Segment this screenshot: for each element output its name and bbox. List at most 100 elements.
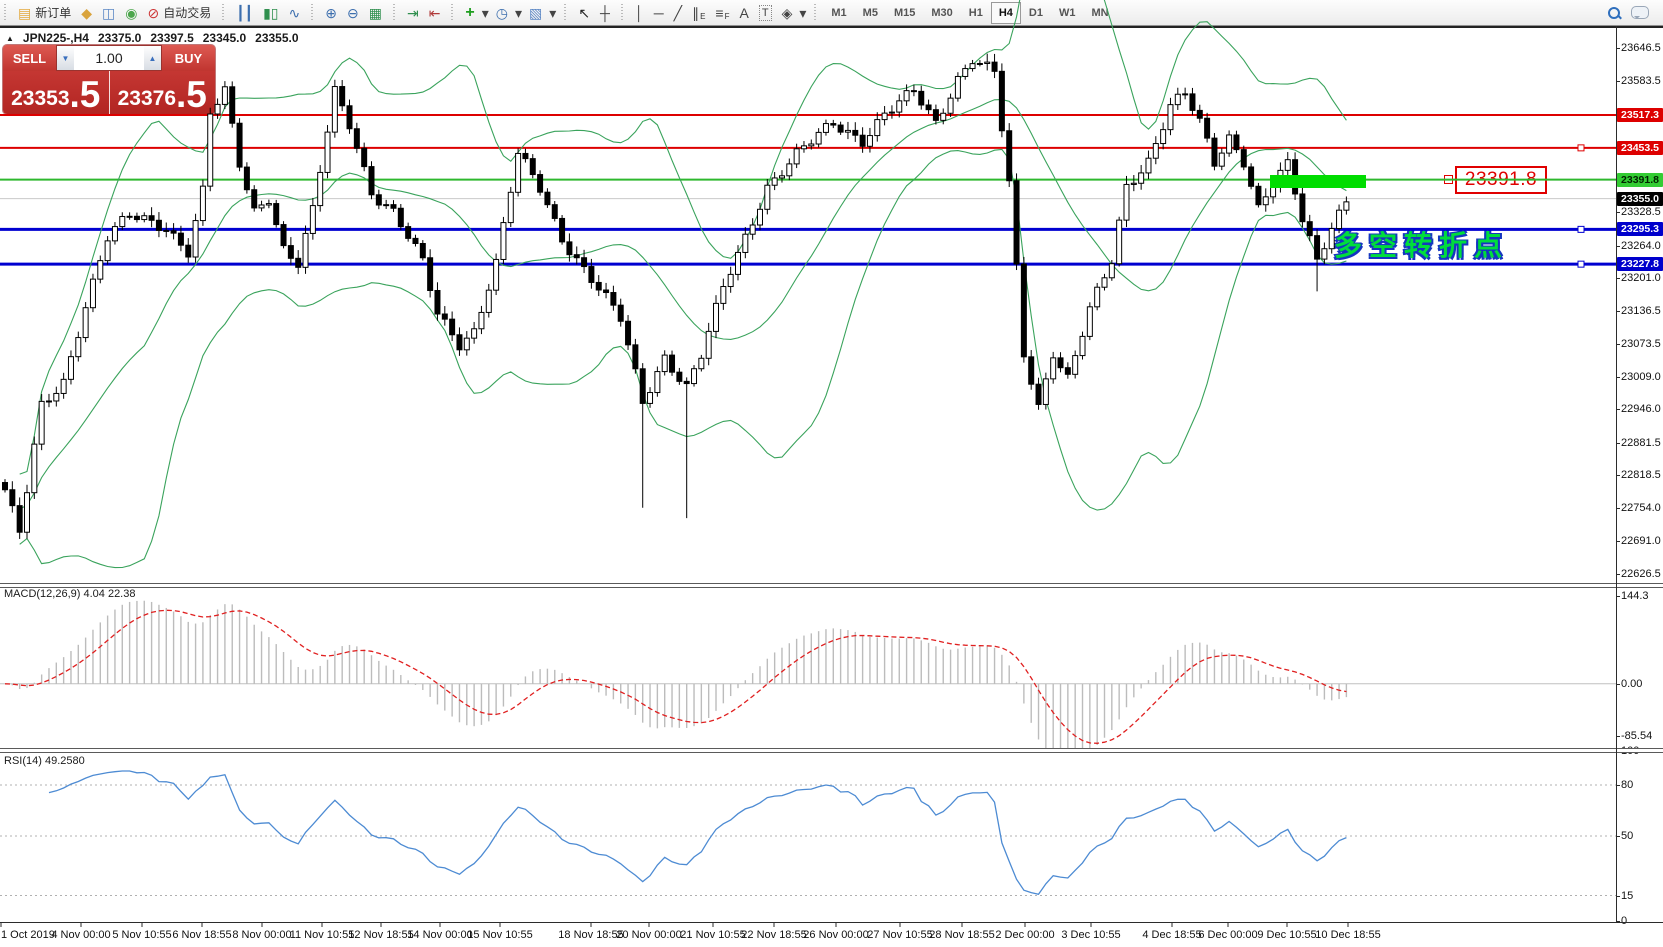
templates-button[interactable]: ▧	[524, 1, 547, 25]
chart-shift-button[interactable]: ⇤	[424, 1, 446, 25]
candle-body	[522, 152, 529, 160]
price-tag-23391.8: 23391.8	[1617, 172, 1663, 187]
periods-icon: ◷	[495, 4, 509, 21]
candle-body	[1284, 159, 1291, 171]
candle-body	[2, 482, 8, 491]
market-depth-icon[interactable]: ◆	[76, 1, 97, 25]
ohlc-high: 23397.5	[150, 31, 194, 45]
timeframe-m30[interactable]: M30	[931, 6, 953, 19]
sell-price-main: 23353	[11, 87, 70, 110]
candle-body	[507, 191, 514, 224]
new-order-button[interactable]: ▤ 新订单	[13, 1, 76, 25]
horizontal-line-icon: ─	[653, 4, 664, 21]
icon-subscript: F	[724, 12, 730, 21]
equidistant-channel-button[interactable]: ∥ E	[687, 1, 710, 25]
sell-price[interactable]: 23353.5	[3, 71, 110, 114]
candlestick-chart-icon[interactable]: ▮▯	[258, 1, 283, 25]
text-button[interactable]: A	[734, 1, 753, 25]
indicators-button[interactable]: +	[460, 1, 479, 25]
candle-body	[691, 368, 698, 385]
arrows-button[interactable]: ◈	[777, 1, 798, 25]
zoom-out-button[interactable]: ⊖	[342, 1, 364, 25]
tile-windows-icon[interactable]: ▦	[364, 1, 387, 25]
price-axis-label: 22754.0	[1621, 502, 1661, 515]
candle-body	[265, 203, 272, 206]
buy-price[interactable]: 23376.5	[110, 71, 216, 114]
signals-icon[interactable]: ◉	[120, 1, 142, 25]
rsi-plot[interactable]	[0, 751, 1663, 921]
candle-body	[1204, 117, 1211, 139]
candle-body	[89, 278, 96, 309]
toolbar-grip	[450, 4, 456, 21]
indicators-dropdown[interactable]: ▾	[480, 1, 491, 25]
price-axis-label: 23646.5	[1621, 42, 1661, 55]
crosshair-button[interactable]: ┼	[595, 1, 615, 25]
chat-icon[interactable]	[1631, 6, 1649, 19]
candle-body	[1086, 306, 1093, 337]
timeframe-m1[interactable]: M1	[831, 6, 847, 19]
time-axis-label: 20 Nov 00:00	[616, 929, 682, 941]
timeframe-w1[interactable]: W1	[1058, 6, 1076, 19]
time-axis-label: 12 Nov 18:55	[348, 929, 414, 941]
chart-window-icon[interactable]: ◫	[97, 1, 120, 25]
candle-body	[984, 61, 991, 64]
candle-body	[104, 240, 111, 262]
timeframe-d1[interactable]: D1	[1028, 6, 1043, 19]
candle-body	[1174, 93, 1181, 106]
fibonacci-button[interactable]: ≡ F	[710, 1, 734, 25]
candle-body	[397, 207, 404, 228]
buy-price-pip: .5	[176, 74, 207, 114]
timeframe-m15[interactable]: M15	[893, 6, 916, 19]
trendline-button[interactable]: ╱	[669, 1, 687, 25]
candle-body	[1255, 185, 1262, 206]
candle-body	[1299, 193, 1306, 223]
zoom-in-button[interactable]: ⊕	[320, 1, 342, 25]
auto-trading-button[interactable]: ⊘ 自动交易	[142, 1, 216, 25]
candle-body	[566, 241, 573, 256]
candle-body	[280, 224, 287, 247]
sell-button[interactable]: SELL	[3, 45, 56, 71]
timeframe-mn[interactable]: MN	[1091, 6, 1109, 19]
candle-body	[1328, 228, 1335, 250]
candle-body	[647, 392, 654, 404]
time-axis-border	[0, 922, 1663, 923]
volume-increase-button[interactable]: ▲	[144, 46, 161, 70]
time-axis-tick	[0, 922, 2, 927]
arrows-dropdown[interactable]: ▾	[797, 1, 808, 25]
time-axis-tick	[1024, 922, 1026, 927]
candle-body	[1314, 235, 1321, 260]
periods-button[interactable]: ◷	[491, 1, 513, 25]
volume-input[interactable]	[74, 46, 144, 70]
bar-chart-icon[interactable]: ┃┃	[231, 1, 258, 25]
panel-splitter[interactable]	[0, 748, 1663, 753]
candle-body	[720, 286, 727, 304]
text-label-button[interactable]: T	[754, 1, 777, 25]
macd-plot[interactable]	[0, 586, 1663, 748]
volume-decrease-button[interactable]: ▼	[57, 46, 74, 70]
horizontal-line-button[interactable]: ─	[649, 1, 669, 25]
cursor-button[interactable]: ↖	[573, 1, 595, 25]
macd-axis-label: -85.54	[1621, 730, 1653, 743]
auto-scroll-button[interactable]: ⇥	[402, 1, 424, 25]
timeframe-m5[interactable]: M5	[862, 6, 878, 19]
collapse-triangle-icon[interactable]: ▲	[6, 33, 14, 43]
candle-body	[478, 311, 485, 330]
timeframe-h1[interactable]: H1	[968, 6, 983, 19]
panel-splitter[interactable]	[0, 583, 1663, 588]
candle-body	[698, 357, 705, 370]
chinese-annotation[interactable]: 多空转折点	[1334, 230, 1510, 261]
line-chart-icon[interactable]: ∿	[284, 1, 306, 25]
highlight-zone-rect	[1270, 175, 1366, 188]
search-icon[interactable]	[1607, 6, 1621, 20]
timeframe-h4[interactable]: H4	[990, 1, 1021, 24]
vertical-line-button[interactable]: │	[630, 1, 649, 25]
main-chart-plot[interactable]	[0, 0, 1663, 583]
buy-button[interactable]: BUY	[162, 45, 215, 71]
periods-dropdown[interactable]: ▾	[513, 1, 524, 25]
candle-body	[317, 171, 324, 207]
templates-dropdown[interactable]: ▾	[547, 1, 558, 25]
candle-body	[368, 166, 375, 196]
candle-body	[199, 185, 206, 222]
price-tag-23227.8: 23227.8	[1617, 257, 1663, 272]
candle-body	[493, 258, 500, 291]
